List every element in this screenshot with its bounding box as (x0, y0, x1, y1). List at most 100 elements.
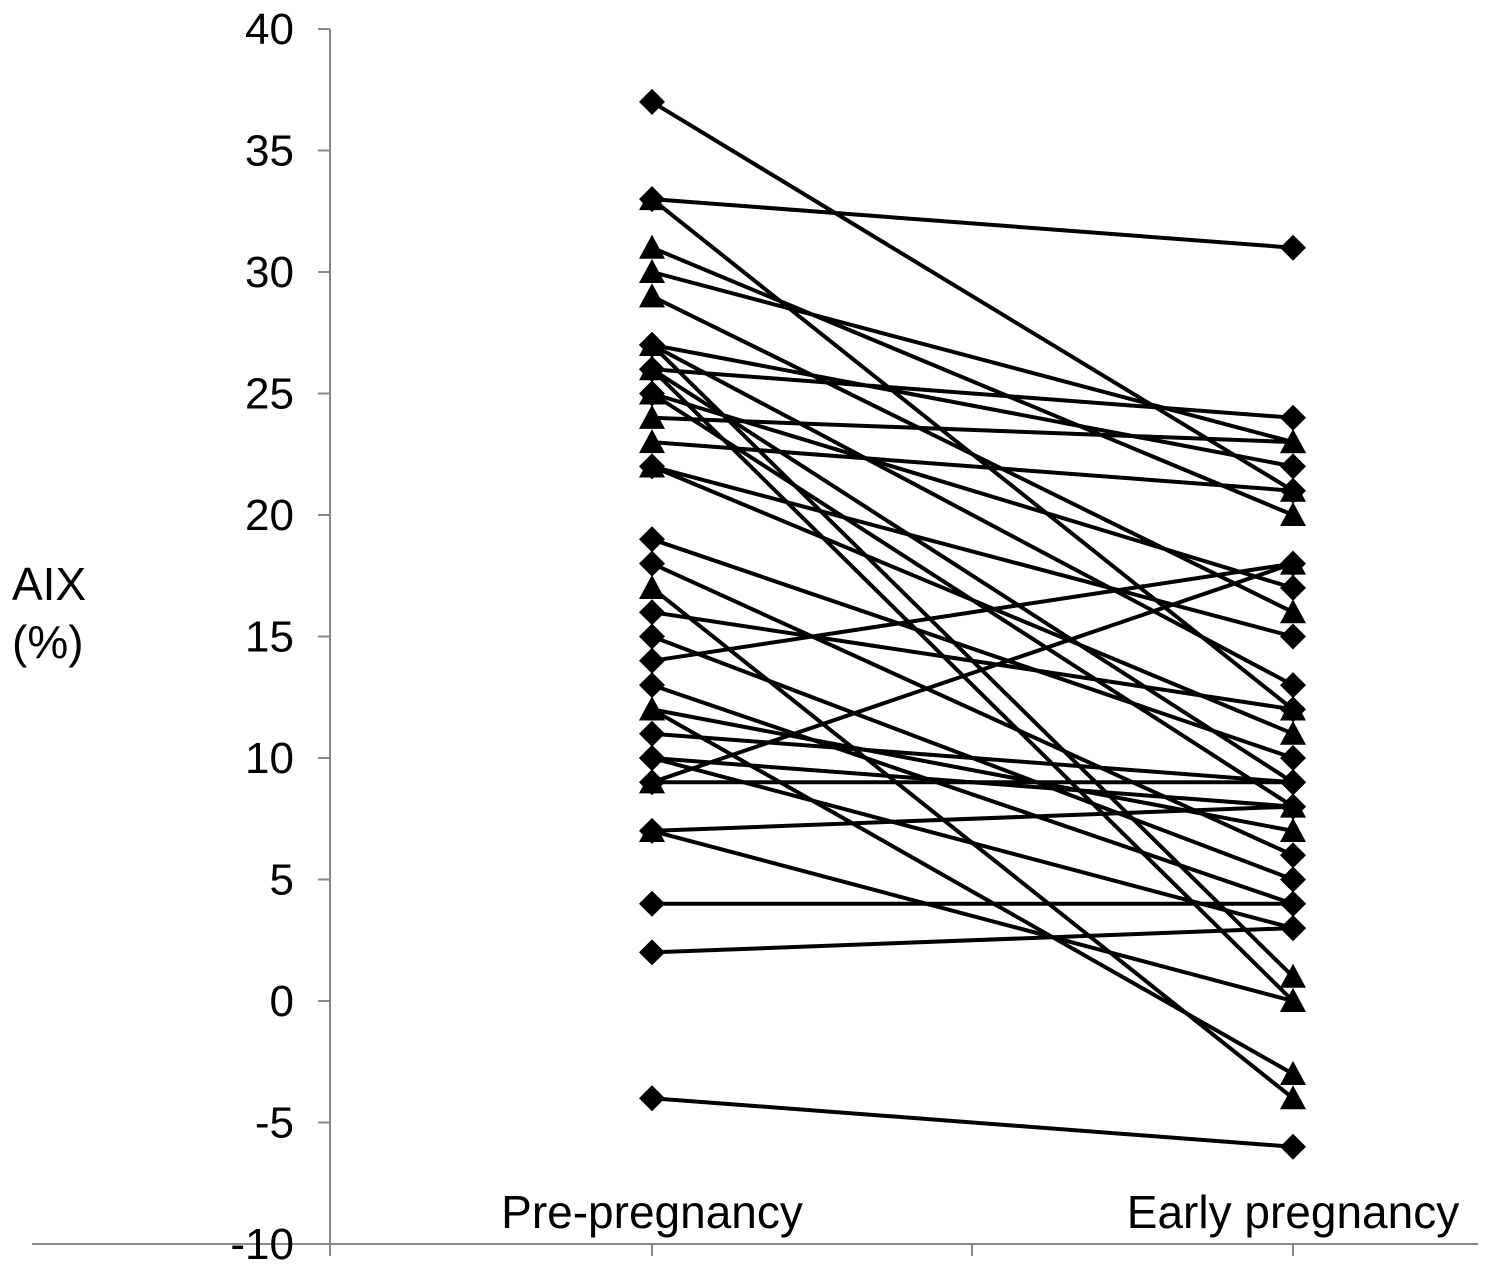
series-line (651, 610, 1294, 712)
series-line (651, 731, 1294, 785)
pre-pregnancy-point (639, 331, 665, 356)
series-line (650, 100, 1295, 493)
series-line (651, 828, 1294, 1003)
early-pregnancy-point (1280, 696, 1306, 723)
x-category-label: Pre-pregnancy (501, 1186, 803, 1238)
pre-pregnancy-point (639, 526, 665, 553)
axis-labels: -10 -5 0 5 10 15 20 25 30 35 40 Pre-pregnancy Early … (230, 5, 1459, 1269)
series-line (651, 683, 1294, 906)
series-line (651, 464, 1294, 736)
series-line (651, 245, 1294, 517)
early-pregnancy-point (1280, 842, 1306, 869)
pre-pregnancy-point (639, 550, 665, 577)
early-pregnancy-point (1280, 234, 1306, 261)
pre-pregnancy-point (639, 769, 665, 796)
early-pregnancy-point (1280, 817, 1306, 842)
pre-pregnancy-point (639, 890, 665, 917)
series-line (651, 464, 1294, 639)
y-axis-label-line2: (%) (12, 616, 84, 668)
y-tick-label: 10 (245, 734, 294, 783)
pre-pregnancy-point (639, 574, 665, 599)
early-pregnancy-point (1280, 1133, 1306, 1160)
series-line (651, 561, 1294, 785)
x-category-label: Early pregnancy (1127, 1186, 1459, 1238)
early-pregnancy-point (1280, 429, 1306, 454)
series-line (651, 197, 1294, 250)
early-pregnancy-point (1280, 769, 1306, 796)
series-line (651, 756, 1294, 931)
pre-pregnancy-point (639, 88, 665, 115)
pre-pregnancy-point (639, 186, 665, 211)
pre-pregnancy-point (639, 429, 665, 454)
early-pregnancy-point (1280, 550, 1306, 575)
early-pregnancy-point (1280, 623, 1306, 650)
early-pregnancy-point (1280, 866, 1306, 893)
pre-pregnancy-point (639, 356, 665, 381)
series-line (650, 367, 1295, 784)
series-line (651, 561, 1294, 858)
pre-pregnancy-point (639, 720, 665, 747)
early-pregnancy-point (1280, 477, 1306, 502)
early-pregnancy-point (1280, 574, 1306, 601)
series-line (651, 707, 1294, 1076)
early-pregnancy-point (1280, 890, 1306, 917)
series-line (651, 440, 1294, 493)
early-pregnancy-point (1280, 988, 1306, 1013)
axes (32, 28, 1478, 1256)
pre-pregnancy-point (639, 672, 665, 699)
series-line (651, 294, 1294, 614)
series-line (651, 415, 1294, 445)
pre-pregnancy-point (639, 453, 665, 478)
pre-pregnancy-point (639, 939, 665, 966)
pre-pregnancy-point (639, 745, 665, 771)
y-tick-label: 0 (270, 977, 294, 1026)
y-axis-label: AIX (%) (12, 555, 86, 671)
pre-pregnancy-point (639, 1085, 665, 1112)
series-line (651, 561, 1294, 663)
y-tick-label: 35 (245, 127, 294, 176)
y-tick-label: 25 (245, 370, 294, 419)
pre-pregnancy-point (639, 599, 665, 626)
pre-pregnancy-point (639, 623, 665, 650)
series-lines (650, 100, 1295, 1149)
early-pregnancy-point (1280, 453, 1306, 480)
series-line (651, 1096, 1294, 1149)
y-tick-label: 15 (245, 613, 294, 662)
early-pregnancy-point (1280, 720, 1306, 745)
y-tick-label: -5 (255, 1099, 294, 1148)
series-line (651, 342, 1294, 469)
pre-pregnancy-point (639, 283, 665, 308)
early-pregnancy-point (1280, 915, 1306, 942)
series-line (651, 367, 1294, 420)
early-pregnancy-point (1280, 1085, 1306, 1110)
pre-pregnancy-point (639, 817, 665, 842)
y-tick-label: 5 (270, 856, 294, 905)
series-line (651, 391, 1294, 590)
pre-pregnancy-point (639, 696, 665, 721)
y-tick-label: 30 (245, 248, 294, 297)
y-tick-label: 40 (245, 5, 294, 54)
early-pregnancy-point (1280, 793, 1306, 820)
early-pregnancy-point (1280, 1060, 1306, 1085)
series-line (650, 367, 1295, 1003)
pre-pregnancy-point (639, 380, 665, 405)
series-line (651, 707, 1294, 833)
pre-pregnancy-point (639, 259, 665, 284)
early-pregnancy-point (1280, 599, 1306, 624)
early-pregnancy-point (1280, 745, 1306, 771)
early-pregnancy-point (1280, 672, 1306, 699)
series-line (651, 343, 1294, 687)
y-axis-label-line1: AIX (12, 558, 87, 610)
series-line (651, 537, 1294, 760)
early-pregnancy-point (1280, 404, 1306, 431)
series-markers (639, 88, 1306, 1160)
series-line (651, 270, 1294, 445)
y-tick-label: -10 (230, 1220, 294, 1269)
pre-pregnancy-point (639, 234, 665, 259)
y-tick-label: 20 (245, 491, 294, 540)
pre-pregnancy-point (639, 647, 665, 674)
series-line (651, 804, 1294, 833)
pre-pregnancy-point (639, 404, 665, 429)
series-line (651, 926, 1294, 955)
